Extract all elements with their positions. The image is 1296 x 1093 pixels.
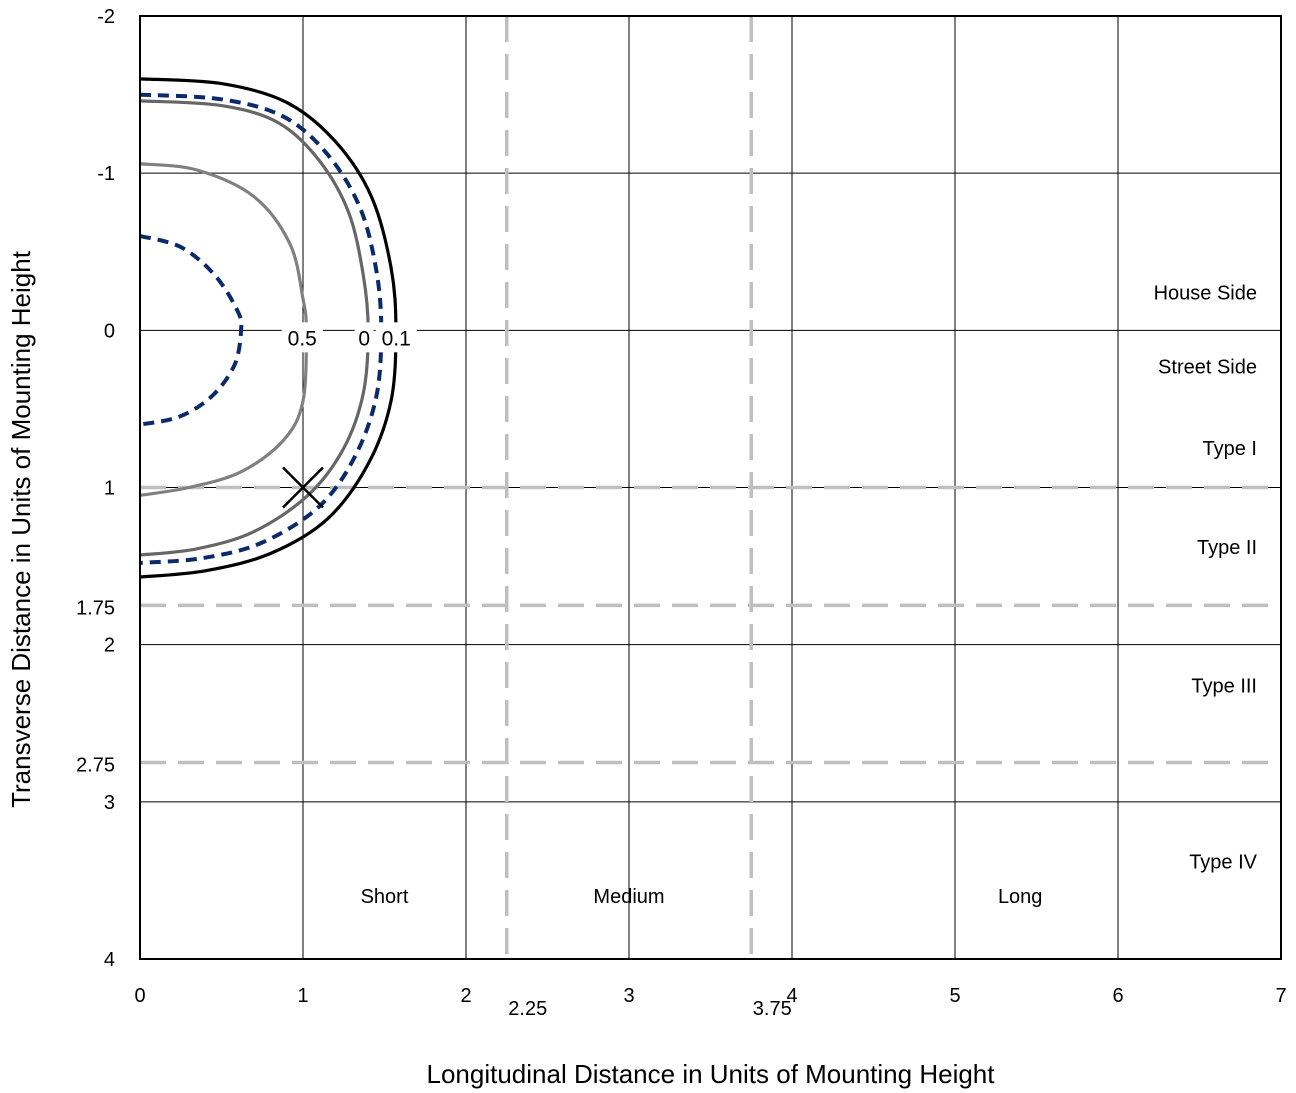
y-axis-title: Transverse Distance in Units of Mounting… xyxy=(6,250,36,808)
x-tick-label: 0 xyxy=(134,985,145,1007)
region-label-transverse: Street Side xyxy=(1158,356,1257,378)
x-tick-label: 5 xyxy=(949,985,960,1007)
x-tick-label-extra: 3.75 xyxy=(753,998,792,1020)
region-label-longitudinal: Medium xyxy=(593,886,664,908)
marker-x xyxy=(282,466,324,509)
region-label-transverse: Type I xyxy=(1203,438,1257,460)
contour-label: 0 xyxy=(358,327,370,350)
contour-label: 0.1 xyxy=(382,327,411,350)
contour-label-bg xyxy=(354,322,374,353)
x-tick-labels: 0 1 2 3 4 5 6 7 2.25 3.75 xyxy=(134,985,1286,1020)
y-tick-label: 4 xyxy=(104,949,115,971)
x-tick-label-extra: 2.25 xyxy=(508,998,547,1020)
x-axis-title: Longitudinal Distance in Units of Mounti… xyxy=(426,1059,995,1089)
y-tick-labels: -2 -1 0 1 2 3 4 1.75 2.75 xyxy=(76,6,115,971)
plot-frame xyxy=(139,15,1282,960)
y-tick-label: 2 xyxy=(104,635,115,657)
x-tick-label: 1 xyxy=(297,985,308,1007)
y-tick-label-extra: 2.75 xyxy=(76,755,115,777)
x-tick-label: 2 xyxy=(460,985,471,1007)
region-label-longitudinal: Short xyxy=(361,886,409,908)
region-label-transverse: Type II xyxy=(1197,537,1257,559)
region-label-transverse: Type III xyxy=(1191,676,1257,698)
y-tick-label: -1 xyxy=(97,163,115,185)
x-tick-label: 3 xyxy=(623,985,634,1007)
region-label-longitudinal: Long xyxy=(998,886,1043,908)
region-label-transverse: Type IV xyxy=(1189,852,1257,874)
y-tick-label: 3 xyxy=(104,792,115,814)
marker-stroke xyxy=(282,466,324,509)
reference-lines xyxy=(140,16,1281,959)
x-tick-label: 4 xyxy=(786,985,797,1007)
x-tick-label: 6 xyxy=(1112,985,1123,1007)
y-tick-label: 0 xyxy=(104,320,115,342)
contour-line-0.5 xyxy=(139,162,308,497)
contour-label: 0.5 xyxy=(288,327,317,350)
y-tick-label: 1 xyxy=(104,478,115,500)
y-tick-label: -2 xyxy=(97,6,115,28)
region-labels: Short Medium Long House Side Street Side Type… xyxy=(361,283,1258,909)
contour-labels: 0.5 0 0.1 xyxy=(281,322,417,353)
x-tick-label: 7 xyxy=(1275,985,1286,1007)
contour-line-dashed-4 xyxy=(139,234,244,427)
region-label-transverse: House Side xyxy=(1154,283,1257,305)
contour-label-bg xyxy=(281,322,323,353)
contour-label-bg xyxy=(375,322,417,353)
contour-line-dashed-1 xyxy=(139,92,384,565)
y-tick-label-extra: 1.75 xyxy=(76,597,115,619)
